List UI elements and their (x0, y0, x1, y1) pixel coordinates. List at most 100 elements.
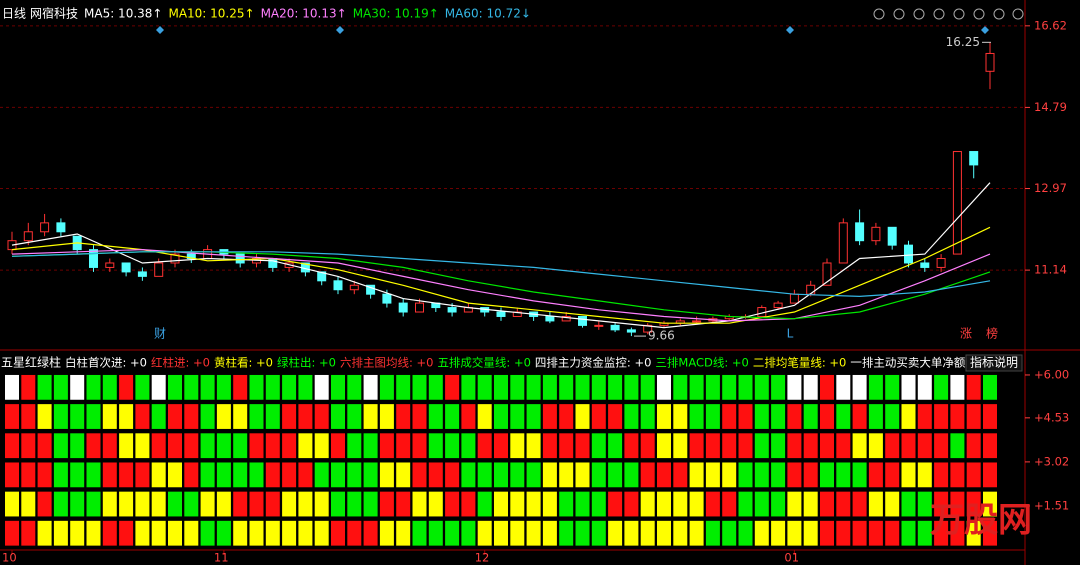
indicator-cell (657, 462, 671, 488)
indicator-cell (363, 491, 378, 517)
indicator-cell (983, 491, 997, 517)
indicator-cell (5, 374, 19, 400)
candle-body (904, 244, 913, 264)
y-tick-label: +4.53 (1034, 410, 1069, 424)
ma-line (11, 251, 991, 298)
indicator-cell (184, 404, 199, 429)
indicator-cell (868, 491, 883, 517)
indicator-cell (738, 374, 753, 400)
indicator-cell (396, 433, 411, 459)
candle-body (398, 302, 408, 313)
indicator-cell (21, 374, 36, 400)
indicator-cell (86, 491, 101, 517)
tool-eye[interactable] (873, 8, 885, 20)
indicator-cell (428, 491, 443, 517)
indicator-cell (428, 374, 443, 400)
indicator-cell (983, 433, 997, 459)
indicator-cell (754, 520, 769, 546)
candle-body (154, 262, 164, 277)
indicator-cell (200, 374, 215, 400)
candle-body (969, 151, 979, 166)
indicator-cell (86, 374, 101, 400)
indicator-title: 五星红绿柱 (1, 355, 61, 370)
indicator-cell (917, 520, 932, 546)
button-frame[interactable] (965, 354, 1023, 372)
indicator-cell (526, 491, 541, 517)
indicator-cell (934, 404, 949, 429)
indicator-cell (836, 462, 851, 488)
indicator-cell (787, 433, 802, 459)
indicator-cell (494, 462, 508, 488)
legend-entry: MA5: 10.38↑ (84, 7, 162, 21)
indicator-cell (901, 433, 916, 459)
tool-zoom-out[interactable] (1012, 8, 1024, 20)
indicator-cell (135, 520, 150, 546)
indicator-cell (559, 520, 574, 546)
indicator-cell (950, 520, 965, 546)
candle-body (936, 258, 946, 268)
indicator-cell (412, 520, 427, 546)
tool-hand[interactable] (893, 8, 905, 20)
indicator-cell (771, 462, 786, 488)
tool-pin[interactable] (913, 8, 925, 20)
indicator-cell (771, 374, 786, 400)
indicator-cell (151, 404, 166, 429)
candle-body (920, 262, 930, 268)
tool-pen[interactable] (973, 8, 985, 20)
indicator-cell (282, 491, 297, 517)
indicator-cell (233, 462, 248, 488)
tool-undo[interactable] (933, 8, 945, 20)
indicator-cell (885, 433, 900, 459)
indicator-cell (868, 462, 883, 488)
indicator-cell (885, 404, 900, 429)
indicator-cell (608, 520, 623, 546)
indicator-cell (575, 462, 590, 488)
indicator-cell (852, 520, 867, 546)
indicator-cell (445, 520, 460, 546)
indicator-cell (119, 520, 134, 546)
indicator-cell (347, 404, 362, 429)
indicator-cell (363, 374, 378, 400)
indicator-cell (86, 404, 101, 429)
indicator-cell (738, 520, 753, 546)
indicator-cell (102, 491, 117, 517)
event-marker: 榜 (986, 326, 998, 341)
indicator-cell (494, 491, 508, 517)
indicator-cell (542, 462, 557, 488)
indicator-cell (249, 433, 264, 459)
indicator-cell (445, 491, 460, 517)
tool-cut[interactable] (953, 8, 965, 20)
candle-body (855, 222, 865, 242)
candle-body (382, 293, 392, 304)
indicator-cell (950, 374, 965, 400)
period: 日线 (2, 7, 26, 21)
help-button[interactable]: 指标说明 (970, 355, 1018, 370)
tool-zoom-in[interactable] (993, 8, 1005, 20)
candle-body (496, 311, 506, 317)
y-tick-label: 11.14 (1034, 263, 1067, 277)
indicator-cell (233, 520, 248, 546)
indicator-cell (559, 404, 574, 429)
indicator-cell (5, 520, 19, 546)
candle-body (40, 222, 50, 233)
indicator-cell (86, 520, 101, 546)
indicator-cell (705, 374, 720, 400)
indicator-cell (200, 433, 215, 459)
ma-line (11, 226, 991, 324)
indicator-cell (983, 462, 997, 488)
indicator-cell (983, 520, 997, 546)
indicator-cell (673, 404, 688, 429)
indicator-cell (37, 520, 52, 546)
y-tick-label: 14.79 (1034, 100, 1067, 114)
toolbar[interactable] (873, 8, 1024, 20)
indicator-cell (591, 462, 606, 488)
candle-body (692, 320, 702, 323)
event-markers (156, 26, 989, 34)
indicator-cell (966, 462, 981, 488)
indicator-cell (396, 404, 411, 429)
indicator-cell (249, 520, 264, 546)
candle-body (789, 293, 799, 304)
indicator-cell (591, 374, 606, 400)
candle-body (610, 324, 620, 331)
indicator-cell (542, 374, 557, 400)
